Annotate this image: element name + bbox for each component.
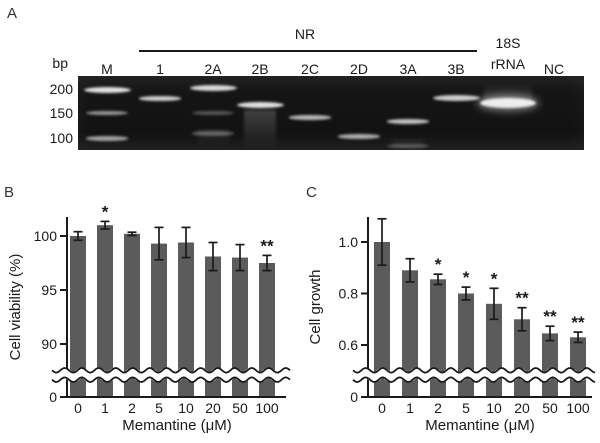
x-tick-label: 50 [232, 400, 248, 416]
y-tick-label: 1.0 [339, 234, 359, 250]
significance-marker: ** [260, 236, 274, 255]
bar [97, 225, 113, 397]
significance-marker: * [102, 202, 109, 221]
axis-break-mask [350, 367, 597, 383]
bp-marker-label: 150 [49, 105, 73, 121]
y-tick-label: 90 [41, 336, 57, 352]
y-axis-title: Cell viability (%) [7, 254, 24, 361]
bp-unit-label: bp [52, 55, 68, 71]
gel-smear [392, 138, 424, 150]
x-tick-label: 20 [514, 400, 530, 416]
bar [259, 263, 275, 397]
gel-band [387, 143, 429, 149]
lane-label: 18S [495, 35, 521, 51]
nr-group-line [139, 50, 477, 52]
lane-label: 2A [204, 61, 222, 77]
bar [402, 270, 418, 397]
gel-band [189, 85, 237, 92]
significance-marker: ** [543, 307, 557, 326]
panel-c-label: C [306, 184, 317, 201]
x-tick-label: 100 [566, 400, 590, 416]
bar [151, 243, 167, 397]
y-tick-label: 95 [41, 282, 57, 298]
axis-break-line [352, 366, 596, 374]
significance-marker: * [435, 255, 442, 274]
y-tick-label: 0.6 [339, 337, 359, 353]
x-tick-label: 5 [462, 400, 470, 416]
x-axis-title: Memantine (μM) [122, 417, 232, 434]
y-axis-title: Cell growth [307, 269, 324, 344]
x-tick-label: 2 [434, 400, 442, 416]
y-tick-label: 100 [34, 228, 58, 244]
bar [205, 256, 221, 397]
lane-label: 1 [156, 61, 164, 77]
lane-label: 2C [301, 61, 319, 77]
significance-marker: ** [515, 289, 529, 308]
axis-break-mask [49, 367, 293, 383]
x-tick-label: 2 [128, 400, 136, 416]
x-tick-label: 0 [378, 400, 386, 416]
lane-label: 2D [350, 61, 368, 77]
gel-band [338, 134, 380, 139]
gel-band [86, 136, 128, 141]
axis-break-line [51, 376, 291, 384]
gel-band [139, 96, 181, 101]
cell-growth-chart: 0 0.6 0.8 1.0 0 1 2 * 5 * 10 * 20 ** 50 ** 100 ** Memantin… [307, 217, 597, 434]
y-tick-label: 0 [350, 389, 358, 405]
x-tick-label: 0 [74, 400, 82, 416]
nr-group-label: NR [294, 26, 316, 42]
axis-break-line [352, 376, 596, 384]
bar [232, 257, 248, 397]
lane-label: M [101, 61, 113, 77]
axis-break-line [51, 366, 291, 374]
gel-band [192, 131, 234, 136]
gel-band [192, 110, 234, 116]
gel-smear [484, 82, 532, 105]
panel-b-label: B [4, 184, 15, 201]
bar [542, 333, 558, 397]
lane-label: rRNA [490, 56, 526, 72]
gel-smear [244, 110, 276, 150]
gel-band [480, 98, 536, 109]
lane-label: 3B [447, 61, 465, 77]
bar [70, 236, 86, 397]
bar [374, 242, 390, 397]
bar [570, 337, 586, 397]
x-tick-label: 5 [155, 400, 163, 416]
x-tick-label: 20 [205, 400, 221, 416]
lane-label: NC [543, 61, 565, 77]
y-tick-label: 0.8 [339, 286, 359, 302]
gel-band [289, 115, 331, 120]
panel-a-label: A [7, 5, 18, 22]
significance-marker: * [491, 269, 498, 288]
gel-smear [197, 128, 229, 150]
x-tick-label: 10 [486, 400, 502, 416]
significance-marker: ** [571, 313, 585, 332]
gel-band [83, 86, 131, 93]
lane-label: 2B [251, 61, 269, 77]
gel-band [387, 119, 429, 124]
gel-band [432, 94, 480, 101]
gel-band [86, 110, 128, 116]
x-tick-label: 1 [406, 400, 414, 416]
x-axis-title: Memantine (μM) [425, 417, 535, 434]
gel-band [236, 102, 284, 109]
y-tick-label: 0 [49, 389, 57, 405]
x-tick-label: 50 [542, 400, 558, 416]
bar [178, 242, 194, 397]
x-tick-label: 100 [255, 400, 279, 416]
bar [124, 233, 140, 397]
significance-marker: * [463, 268, 470, 287]
x-tick-label: 10 [178, 400, 194, 416]
bp-marker-label: 100 [49, 129, 73, 146]
cell-viability-chart: 0 90 95 100 0 1 * 2 5 10 20 50 100 ** Memantine (μM) Ce… [7, 202, 293, 434]
gel-image [78, 76, 584, 150]
lane-label: 3A [399, 61, 417, 77]
x-tick-label: 1 [101, 400, 109, 416]
bp-marker-label: 200 [49, 80, 73, 97]
